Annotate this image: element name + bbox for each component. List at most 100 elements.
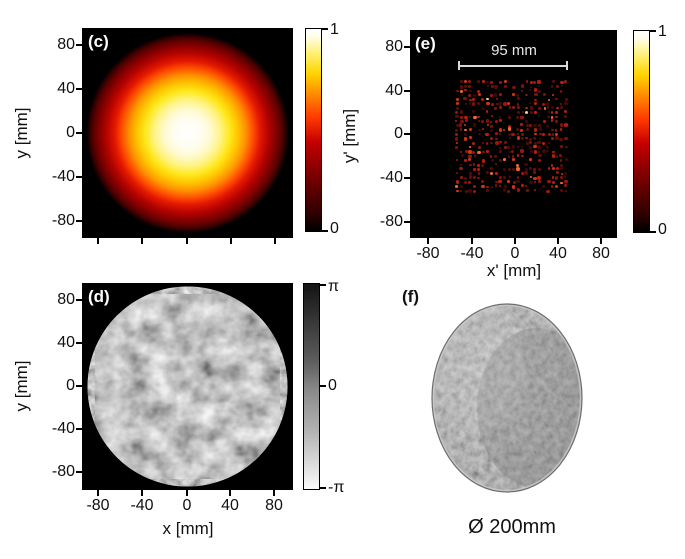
- focal-spot: [512, 93, 515, 96]
- focal-spot: [472, 176, 477, 180]
- focal-spot: [516, 106, 520, 109]
- focal-spot: [555, 133, 558, 136]
- axis-tick: [404, 133, 410, 135]
- focal-spot: [459, 163, 463, 167]
- focal-spot: [485, 171, 489, 175]
- focal-spot: [511, 132, 515, 137]
- focal-spot: [455, 172, 459, 175]
- colorbar-tick: [320, 284, 326, 286]
- focal-spot: [495, 163, 498, 166]
- focal-spot: [546, 189, 550, 194]
- focal-spot: [537, 150, 541, 154]
- focal-spot: [493, 93, 498, 97]
- focal-spot: [504, 84, 508, 88]
- focal-spot: [542, 120, 546, 124]
- focal-spot: [512, 106, 516, 110]
- intensity-map-c: (c): [82, 28, 293, 238]
- focal-spot: [547, 132, 551, 136]
- focal-spot: [459, 110, 463, 114]
- focal-spot: [482, 159, 486, 163]
- tick-label: 80: [57, 291, 75, 308]
- focal-spot: [529, 101, 532, 105]
- focal-spot: [521, 154, 525, 158]
- focal-spot: [516, 110, 521, 115]
- focal-spot: [550, 119, 554, 122]
- focal-spot: [468, 145, 471, 148]
- focal-spot: [516, 116, 519, 119]
- focal-spot: [530, 85, 533, 88]
- focal-spot: [463, 137, 468, 141]
- focal-spot: [537, 176, 541, 180]
- focal-spot: [543, 107, 546, 110]
- focal-spot: [534, 98, 537, 102]
- focal-spot: [560, 81, 564, 85]
- focal-spot: [515, 94, 519, 98]
- tick-label: -80: [379, 213, 403, 230]
- focal-spot: [560, 106, 564, 110]
- axis-tick: [404, 221, 410, 223]
- axis-tick: [404, 46, 410, 48]
- tick-label: 40: [549, 245, 567, 262]
- focal-spot: [538, 115, 541, 118]
- focal-spot: [468, 136, 472, 140]
- x-axis-label-d: x [mm]: [162, 519, 214, 538]
- focal-spot: [537, 179, 542, 184]
- axis-tick: [600, 238, 602, 244]
- focal-spot: [472, 110, 476, 114]
- axis-tick: [76, 44, 82, 46]
- focal-spot: [455, 146, 458, 149]
- focal-spot: [511, 185, 516, 189]
- focal-spot: [459, 189, 463, 193]
- focal-spot: [463, 84, 467, 88]
- focal-spot: [478, 129, 481, 132]
- focal-spot: [454, 133, 458, 136]
- focal-spot: [477, 164, 480, 167]
- tick-label: 0: [66, 377, 75, 394]
- focal-spot: [533, 180, 536, 184]
- focal-spot: [556, 107, 559, 110]
- axis-tick: [76, 428, 82, 430]
- focal-spot: [559, 159, 563, 163]
- colorbar-c: [305, 28, 322, 232]
- focal-spot: [538, 132, 542, 136]
- axis-tick: [76, 342, 82, 344]
- focal-spot: [464, 128, 467, 132]
- tick-label: 40: [57, 334, 75, 351]
- focal-spot: [533, 171, 536, 174]
- focal-spot: [455, 158, 459, 161]
- focal-spot: [503, 158, 506, 161]
- focal-spot: [459, 175, 463, 179]
- axis-tick: [404, 177, 410, 179]
- focal-spot: [473, 123, 477, 127]
- focal-spot: [546, 149, 550, 153]
- tick-label: 0: [66, 124, 75, 141]
- focal-spot: [532, 123, 537, 128]
- focal-spot: [490, 102, 494, 106]
- tick-label: -80: [51, 463, 75, 480]
- focal-spot: [455, 119, 458, 122]
- focal-spot: [464, 159, 467, 162]
- focal-spot: [508, 167, 512, 172]
- focal-spot: [525, 80, 529, 83]
- focal-spot: [502, 188, 507, 192]
- focal-spot: [524, 110, 528, 114]
- focal-spot: [477, 79, 481, 83]
- focal-spot: [533, 88, 538, 92]
- focal-spot: [515, 163, 520, 168]
- focal-spot: [533, 189, 536, 192]
- focal-spot: [525, 142, 529, 146]
- focal-spot: [511, 150, 515, 154]
- colorbar-tick: [322, 28, 328, 30]
- focal-spot: [507, 189, 511, 193]
- focal-spot: [477, 119, 480, 123]
- focal-spot: [464, 180, 468, 184]
- focal-spot: [473, 93, 477, 97]
- focal-spot: [490, 128, 494, 132]
- focal-spot: [524, 162, 528, 167]
- focal-spot: [520, 171, 524, 175]
- focal-spot: [503, 184, 507, 188]
- focal-spot: [551, 180, 555, 184]
- focal-spot: [468, 98, 472, 102]
- focal-spot: [564, 175, 567, 179]
- focal-spot: [502, 175, 506, 180]
